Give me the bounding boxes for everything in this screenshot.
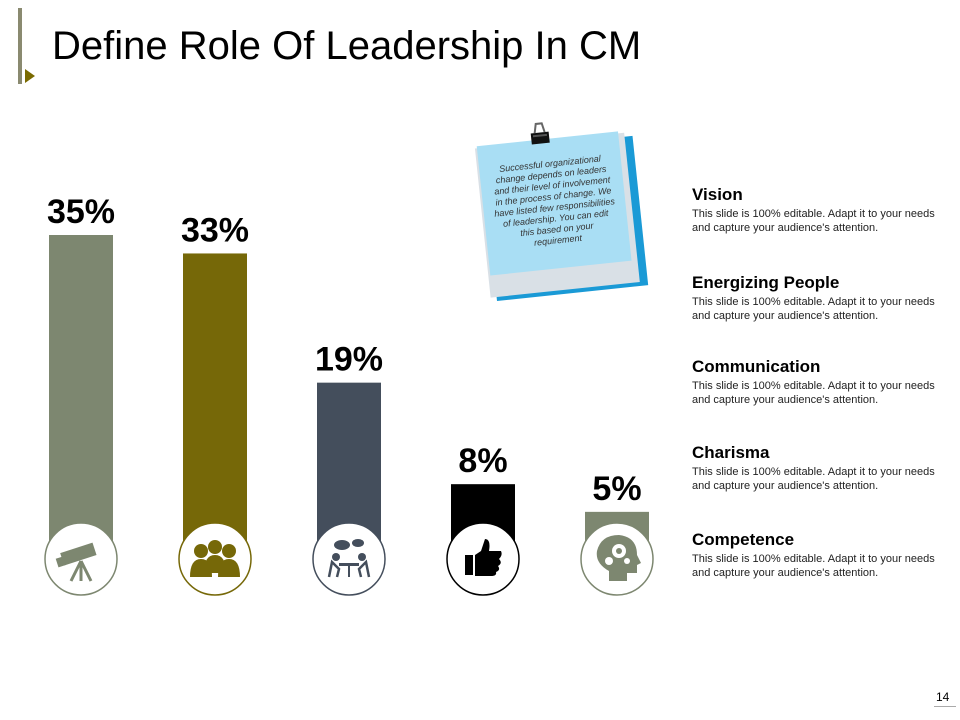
list-item: Communication This slide is 100% editabl… bbox=[692, 356, 954, 407]
bar-value-label: 8% bbox=[458, 442, 507, 480]
bar-value-label: 35% bbox=[47, 193, 115, 231]
title-accent-bar bbox=[18, 8, 22, 84]
item-title: Competence bbox=[692, 530, 795, 549]
item-title: Vision bbox=[692, 185, 743, 204]
bar-value-label: 19% bbox=[315, 341, 383, 379]
list-item: Vision This slide is 100% editable. Adap… bbox=[692, 184, 954, 235]
bar-vision bbox=[49, 235, 113, 558]
icon-circle bbox=[312, 522, 386, 596]
bar-value-label: 33% bbox=[181, 211, 249, 249]
item-description: This slide is 100% editable. Adapt it to… bbox=[692, 466, 935, 492]
page-number: 14 bbox=[936, 690, 950, 704]
bar-value-label: 5% bbox=[592, 470, 641, 508]
item-description: This slide is 100% editable. Adapt it to… bbox=[692, 296, 935, 322]
page-number-underline bbox=[934, 706, 956, 707]
list-item: Competence This slide is 100% editable. … bbox=[692, 529, 954, 580]
item-description: This slide is 100% editable. Adapt it to… bbox=[692, 553, 935, 579]
telescope-icon bbox=[55, 542, 97, 582]
bar-chart: 35% 33% 19% 8% 5% bbox=[44, 193, 654, 596]
binder-clip-icon bbox=[530, 122, 550, 145]
item-title: Charisma bbox=[692, 443, 770, 462]
list-item: Energizing People This slide is 100% edi… bbox=[692, 272, 954, 323]
item-description: This slide is 100% editable. Adapt it to… bbox=[692, 208, 935, 234]
list-item: Charisma This slide is 100% editable. Ad… bbox=[692, 442, 954, 493]
team-icon bbox=[190, 540, 240, 577]
sticky-note: Successful organizational change depends… bbox=[472, 122, 649, 301]
meeting-icon bbox=[327, 539, 371, 578]
slide-title: Define Role Of Leadership In CM bbox=[52, 24, 642, 68]
thumbs-up-icon bbox=[465, 539, 502, 576]
bar-energizing-people bbox=[183, 253, 247, 558]
title-arrow-icon bbox=[25, 69, 35, 83]
brain-gears-icon bbox=[596, 535, 641, 581]
sticky-note-text: Successful organizational change depends… bbox=[476, 131, 632, 276]
item-description: This slide is 100% editable. Adapt it to… bbox=[692, 380, 935, 406]
item-title: Communication bbox=[692, 357, 821, 376]
item-title: Energizing People bbox=[692, 273, 840, 292]
